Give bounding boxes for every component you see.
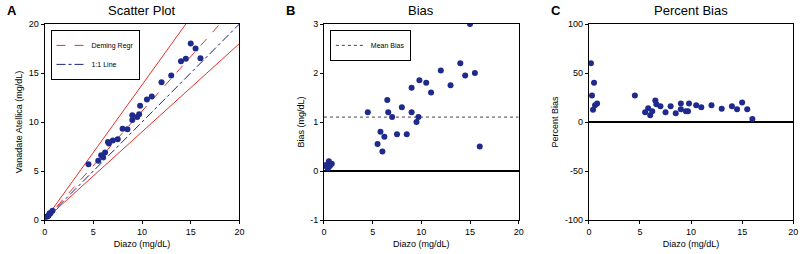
svg-text:Percent Bias: Percent Bias (550, 96, 560, 148)
svg-text:10: 10 (686, 227, 696, 237)
svg-text:A: A (7, 3, 17, 18)
svg-text:20: 20 (788, 227, 798, 237)
svg-text:10: 10 (137, 227, 147, 237)
svg-text:C: C (551, 3, 561, 18)
svg-text:1:1 Line: 1:1 Line (92, 61, 117, 68)
svg-text:Scatter Plot: Scatter Plot (108, 3, 176, 18)
svg-text:Mean Bias: Mean Bias (371, 42, 405, 49)
svg-text:10: 10 (29, 117, 39, 127)
svg-text:2: 2 (313, 68, 318, 78)
svg-text:B: B (286, 3, 295, 18)
svg-text:Percent Bias: Percent Bias (654, 3, 728, 18)
svg-text:Deming Regr: Deming Regr (92, 42, 134, 50)
svg-text:-1: -1 (310, 215, 318, 225)
svg-text:15: 15 (29, 68, 39, 78)
svg-text:1: 1 (313, 117, 318, 127)
svg-text:3: 3 (313, 19, 318, 29)
svg-text:20: 20 (29, 19, 39, 29)
svg-text:0: 0 (578, 117, 583, 127)
svg-text:Diazo (mg/dL): Diazo (mg/dL) (114, 239, 171, 249)
svg-text:20: 20 (234, 227, 244, 237)
svg-text:Vanadate Atellica (mg/dL): Vanadate Atellica (mg/dL) (14, 71, 24, 173)
svg-text:10: 10 (416, 227, 426, 237)
svg-text:Diazo (mg/dL): Diazo (mg/dL) (663, 239, 720, 249)
svg-text:-50: -50 (570, 166, 583, 176)
svg-text:0: 0 (313, 166, 318, 176)
svg-text:15: 15 (186, 227, 196, 237)
svg-text:-100: -100 (565, 215, 583, 225)
svg-text:15: 15 (465, 227, 475, 237)
svg-text:0: 0 (586, 227, 591, 237)
svg-text:0: 0 (321, 227, 326, 237)
svg-text:5: 5 (91, 227, 96, 237)
svg-text:0: 0 (42, 227, 47, 237)
svg-text:Diazo (mg/dL): Diazo (mg/dL) (393, 239, 450, 249)
svg-text:5: 5 (370, 227, 375, 237)
svg-text:5: 5 (34, 166, 39, 176)
svg-text:Bias: Bias (408, 3, 434, 18)
svg-text:Bias (mg/dL): Bias (mg/dL) (296, 96, 306, 147)
svg-text:50: 50 (573, 68, 583, 78)
svg-text:100: 100 (568, 19, 583, 29)
svg-text:0: 0 (34, 215, 39, 225)
svg-text:20: 20 (514, 227, 524, 237)
svg-text:15: 15 (737, 227, 747, 237)
svg-text:5: 5 (637, 227, 642, 237)
